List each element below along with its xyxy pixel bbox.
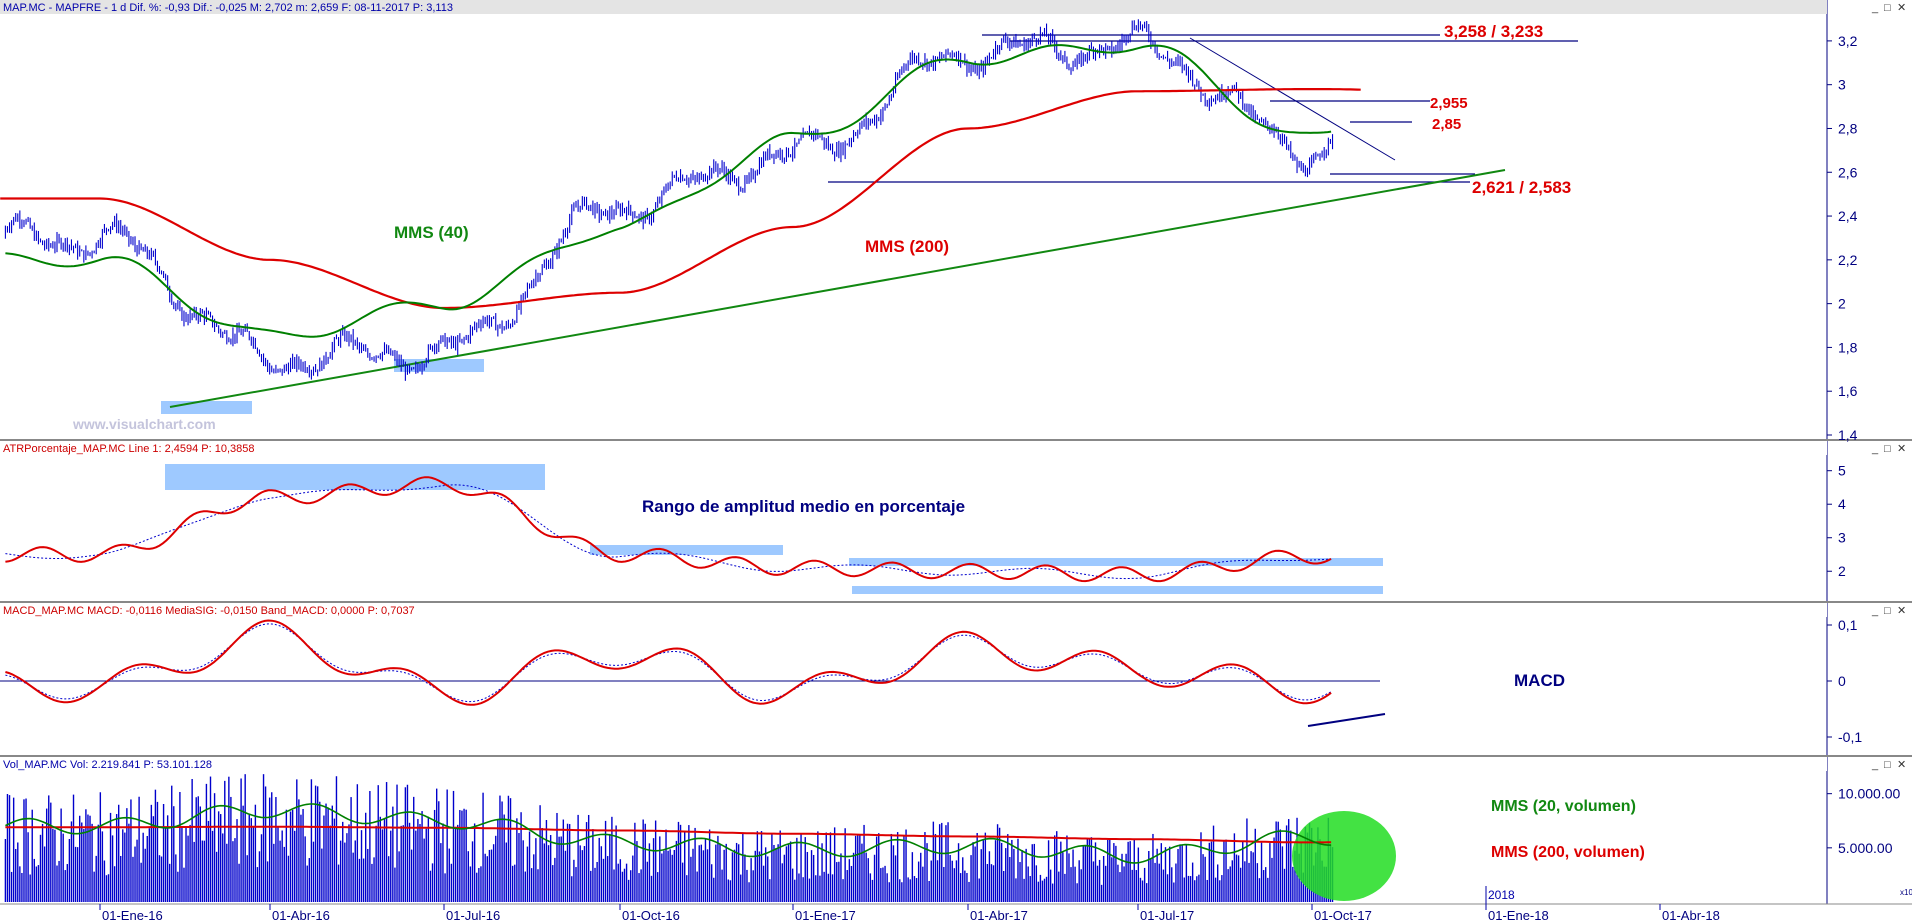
x-tick-label: 01-Abr-17	[970, 908, 1028, 922]
x-tick-label: 01-Jul-17	[1140, 908, 1194, 922]
price-y-tick-label: 2,2	[1838, 252, 1858, 268]
volume-mms20-line	[5, 803, 1332, 864]
macd-y-axis: 0,1 0 -0,1	[1827, 617, 1862, 745]
price-y-tick-label: 1,6	[1838, 383, 1858, 399]
x-tick-label: 01-Oct-17	[1314, 908, 1372, 922]
price-header: MAP.MC - MAPFRE - 1 d Dif. %: -0,93 Dif.…	[3, 2, 453, 14]
minimize-icon[interactable]: _	[1871, 2, 1879, 14]
atr-highlight-1	[165, 464, 545, 490]
x-axis: 01-Ene-16 01-Abr-16 01-Jul-16 01-Oct-16 01-E…	[99, 904, 1720, 922]
price-y-tick-label: 3,2	[1838, 33, 1858, 49]
price-header-bg	[0, 0, 1827, 14]
volume-bars	[4, 774, 1334, 902]
macd-divergence-line	[1307, 713, 1386, 727]
minimize-icon[interactable]: _	[1871, 605, 1879, 617]
price-y-tick-label: 2,4	[1838, 208, 1858, 224]
price-highlights	[161, 359, 484, 414]
x-tick-label: 01-Abr-18	[1662, 908, 1720, 922]
mms40-label: MMS (40)	[394, 223, 469, 242]
maximize-icon[interactable]: □	[1884, 759, 1891, 771]
macd-y-tick-label: 0,1	[1838, 617, 1858, 633]
maximize-icon[interactable]: □	[1884, 605, 1891, 617]
atr-window-buttons[interactable]: _ □ ✕	[1871, 443, 1906, 455]
level-label-285: 2,85	[1432, 116, 1461, 133]
x-tick-label: 01-Ene-18	[1488, 908, 1549, 922]
macd-y-tick-label: -0,1	[1838, 729, 1862, 745]
volume-window-buttons[interactable]: _ □ ✕	[1871, 759, 1906, 771]
close-icon[interactable]: ✕	[1897, 2, 1906, 14]
volume-y-tick-label: 10.000.00	[1838, 786, 1900, 802]
x-tick-label: 01-Jul-16	[446, 908, 500, 922]
close-icon[interactable]: ✕	[1897, 759, 1906, 771]
maximize-icon[interactable]: □	[1884, 443, 1891, 455]
mms200-label: MMS (200)	[865, 237, 949, 256]
macd-header-bg	[0, 603, 1827, 617]
price-level-lines	[828, 34, 1578, 183]
maximize-icon[interactable]: □	[1884, 2, 1891, 14]
x-tick-label: 01-Ene-17	[795, 908, 856, 922]
downtrend-line	[1189, 37, 1396, 161]
macd-window-buttons[interactable]: _ □ ✕	[1871, 605, 1906, 617]
atr-header: ATRPorcentaje_MAP.MC Line 1: 2,4594 P: 1…	[3, 443, 255, 455]
price-bars	[4, 19, 1334, 381]
volume-scale-tag: x10	[1900, 888, 1912, 897]
atr-highlight-2	[590, 545, 783, 555]
volume-mms200-line	[5, 825, 1332, 844]
volume-mms200-label: MMS (200, volumen)	[1491, 844, 1645, 861]
atr-y-tick-label: 5	[1838, 463, 1846, 479]
minimize-icon[interactable]: _	[1871, 759, 1879, 771]
volume-mms20-label: MMS (20, volumen)	[1491, 798, 1636, 815]
atr-highlight-4	[852, 586, 1383, 594]
macd-line	[5, 619, 1332, 706]
mms40-line	[5, 44, 1332, 338]
long-term-trendline	[169, 169, 1506, 408]
atr-y-tick-label: 2	[1838, 563, 1846, 579]
macd-header: MACD_MAP.MC MACD: -0,0116 MediaSIG: -0,0…	[3, 605, 415, 617]
right-axis-area	[1827, 0, 1912, 922]
price-y-tick-label: 1,4	[1838, 427, 1858, 443]
support-highlight-1	[161, 401, 252, 414]
price-y-tick-label: 1,8	[1838, 339, 1858, 355]
watermark: www.visualchart.com	[72, 416, 216, 432]
close-icon[interactable]: ✕	[1897, 605, 1906, 617]
atr-header-bg	[0, 441, 1827, 455]
macd-title: MACD	[1514, 671, 1565, 690]
price-y-tick-label: 2,8	[1838, 120, 1858, 136]
volume-header: Vol_MAP.MC Vol: 2.219.841 P: 53.101.128	[3, 759, 212, 771]
atr-highlight-3	[849, 558, 1383, 566]
year-2018-label: 2018	[1488, 888, 1515, 902]
atr-signal-line	[5, 484, 1332, 580]
atr-line	[5, 476, 1332, 583]
atr-y-tick-label: 4	[1838, 496, 1846, 512]
volume-y-tick-label: 5.000.00	[1838, 840, 1893, 856]
atr-title: Rango de amplitud medio en porcentaje	[642, 497, 965, 516]
x-tick-label: 01-Abr-16	[272, 908, 330, 922]
mms200-line	[0, 88, 1361, 310]
price-y-axis: 3,2 3 2,8 2,6 2,4 2,2 2 1,8 1,6 1,4	[1827, 33, 1858, 443]
close-icon[interactable]: ✕	[1897, 443, 1906, 455]
minimize-icon[interactable]: _	[1871, 443, 1879, 455]
volume-header-bg	[0, 757, 1827, 771]
macd-signal-line	[5, 623, 1332, 703]
price-window-buttons[interactable]: _ □ ✕	[1871, 2, 1906, 14]
x-tick-label: 01-Oct-16	[622, 908, 680, 922]
macd-y-tick-label: 0	[1838, 673, 1846, 689]
atr-y-axis: 5 4 3 2	[1827, 463, 1846, 579]
level-label-2955: 2,955	[1430, 95, 1468, 112]
price-y-tick-label: 2	[1838, 296, 1846, 312]
volume-highlight-circle	[1292, 811, 1396, 901]
price-y-tick-label: 2,6	[1838, 164, 1858, 180]
level-label-top: 3,258 / 3,233	[1444, 22, 1543, 41]
atr-y-tick-label: 3	[1838, 530, 1846, 546]
x-tick-label: 01-Ene-16	[102, 908, 163, 922]
price-y-tick-label: 3	[1838, 77, 1846, 93]
level-label-bottom: 2,621 / 2,583	[1472, 178, 1571, 197]
volume-y-axis: 10.000.00 5.000.00	[1827, 786, 1900, 856]
